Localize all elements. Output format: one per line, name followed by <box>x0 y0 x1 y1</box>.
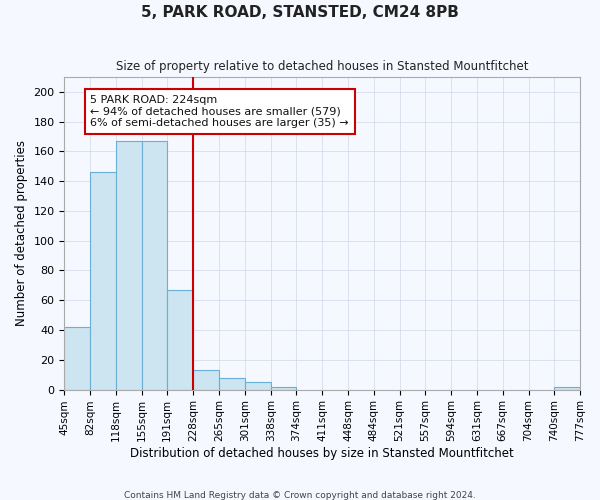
Bar <box>64 327 91 390</box>
Bar <box>554 386 580 390</box>
Text: 5 PARK ROAD: 224sqm
← 94% of detached houses are smaller (579)
6% of semi-detach: 5 PARK ROAD: 224sqm ← 94% of detached ho… <box>91 95 349 128</box>
Y-axis label: Number of detached properties: Number of detached properties <box>15 140 28 326</box>
X-axis label: Distribution of detached houses by size in Stansted Mountfitchet: Distribution of detached houses by size … <box>130 447 514 460</box>
Text: 5, PARK ROAD, STANSTED, CM24 8PB: 5, PARK ROAD, STANSTED, CM24 8PB <box>141 5 459 20</box>
Bar <box>245 382 271 390</box>
Bar <box>91 172 116 390</box>
Bar <box>193 370 220 390</box>
Bar <box>142 141 167 390</box>
Title: Size of property relative to detached houses in Stansted Mountfitchet: Size of property relative to detached ho… <box>116 60 529 73</box>
Bar <box>167 290 193 390</box>
Bar <box>220 378 245 390</box>
Bar <box>271 386 296 390</box>
Bar <box>116 141 142 390</box>
Text: Contains HM Land Registry data © Crown copyright and database right 2024.: Contains HM Land Registry data © Crown c… <box>124 490 476 500</box>
